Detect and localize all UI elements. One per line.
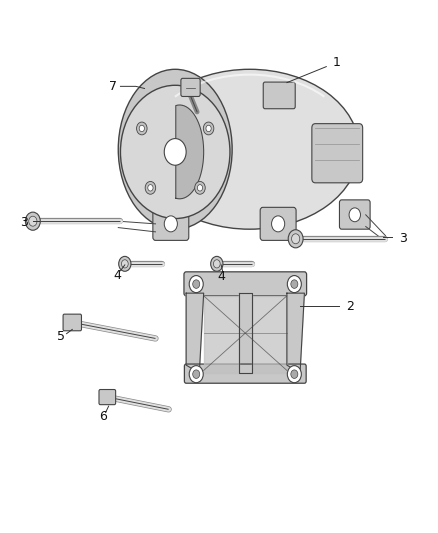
- Text: 2: 2: [346, 300, 354, 313]
- Circle shape: [25, 212, 40, 230]
- Polygon shape: [287, 293, 304, 373]
- Circle shape: [121, 260, 128, 268]
- Circle shape: [206, 125, 211, 132]
- Circle shape: [198, 184, 203, 191]
- Circle shape: [272, 216, 285, 232]
- Circle shape: [349, 208, 360, 222]
- Circle shape: [287, 276, 301, 293]
- Circle shape: [29, 216, 37, 226]
- FancyBboxPatch shape: [181, 78, 200, 96]
- FancyBboxPatch shape: [312, 124, 363, 183]
- Circle shape: [189, 366, 203, 383]
- Circle shape: [213, 260, 220, 268]
- Polygon shape: [252, 296, 287, 373]
- Circle shape: [193, 370, 200, 378]
- FancyBboxPatch shape: [184, 272, 307, 296]
- Circle shape: [211, 256, 223, 271]
- Circle shape: [291, 280, 298, 288]
- FancyBboxPatch shape: [99, 390, 116, 405]
- Circle shape: [193, 280, 200, 288]
- Circle shape: [287, 366, 301, 383]
- Text: 7: 7: [110, 80, 117, 93]
- FancyBboxPatch shape: [263, 82, 295, 109]
- Text: 5: 5: [57, 330, 65, 343]
- FancyBboxPatch shape: [63, 314, 81, 331]
- Circle shape: [137, 122, 147, 135]
- Text: 1: 1: [333, 56, 341, 69]
- FancyBboxPatch shape: [184, 364, 306, 383]
- Circle shape: [195, 181, 205, 194]
- FancyBboxPatch shape: [339, 200, 370, 229]
- Circle shape: [203, 122, 214, 135]
- Polygon shape: [186, 293, 204, 373]
- Text: 4: 4: [217, 270, 225, 282]
- Circle shape: [145, 181, 155, 194]
- Text: 4: 4: [113, 269, 121, 281]
- Text: 3: 3: [20, 216, 28, 229]
- Ellipse shape: [118, 69, 232, 229]
- Circle shape: [292, 234, 300, 244]
- Circle shape: [288, 230, 303, 248]
- Polygon shape: [204, 296, 239, 373]
- Circle shape: [148, 184, 153, 191]
- Circle shape: [164, 216, 177, 232]
- Text: 3: 3: [399, 232, 406, 245]
- FancyBboxPatch shape: [153, 207, 189, 240]
- Circle shape: [291, 370, 298, 378]
- Circle shape: [189, 276, 203, 293]
- Polygon shape: [239, 293, 252, 373]
- Circle shape: [164, 139, 186, 165]
- Circle shape: [120, 85, 230, 219]
- Circle shape: [119, 256, 131, 271]
- Text: 6: 6: [99, 410, 107, 423]
- Ellipse shape: [140, 69, 359, 229]
- FancyBboxPatch shape: [260, 207, 296, 240]
- Circle shape: [139, 125, 145, 132]
- Polygon shape: [176, 105, 204, 199]
